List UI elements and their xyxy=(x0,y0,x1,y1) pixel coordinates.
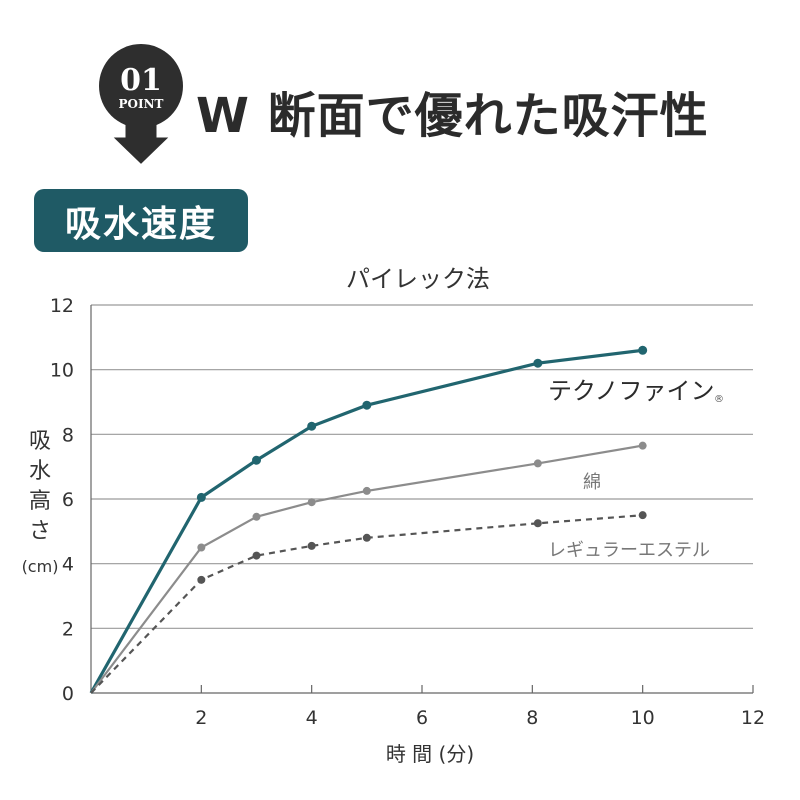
x-tick-label: 4 xyxy=(306,707,318,729)
data-point-s0-2 xyxy=(252,455,261,465)
y-tick-label: 12 xyxy=(50,295,74,317)
page-title: W 断面で優れた吸汗性 xyxy=(196,88,709,144)
chart-title: パイレック法 xyxy=(346,265,490,293)
data-point-s1-2 xyxy=(252,512,261,521)
series-line-1 xyxy=(90,444,643,694)
x-tick-label: 8 xyxy=(526,707,538,729)
x-tick-label: 10 xyxy=(631,707,655,729)
data-point-s2-1 xyxy=(197,575,206,584)
badge-circle xyxy=(99,44,183,128)
y-tick-label: 8 xyxy=(62,424,74,446)
data-point-s1-4 xyxy=(362,486,371,495)
data-point-s2-2 xyxy=(252,551,261,560)
data-point-s2-6 xyxy=(638,511,647,520)
data-point-s0-5 xyxy=(533,358,543,368)
series-label-cotton: 綿 xyxy=(583,472,601,493)
x-tick-label: 2 xyxy=(195,707,207,729)
x-tick-label: 12 xyxy=(741,707,765,729)
x-tick-label: 6 xyxy=(416,707,428,729)
badge-text: POINT xyxy=(119,97,164,111)
y-tick-label: 10 xyxy=(50,360,74,382)
data-point-s2-4 xyxy=(362,533,371,542)
data-point-s2-5 xyxy=(533,519,542,528)
y-axis-label-char: さ xyxy=(29,519,51,544)
data-point-s1-3 xyxy=(307,498,316,507)
data-point-s1-6 xyxy=(638,441,647,450)
data-point-s2-3 xyxy=(307,541,316,550)
y-axis-label-char: 高 xyxy=(29,489,51,514)
y-tick-label: 2 xyxy=(62,618,74,640)
x-axis-label: 時 間 (分) xyxy=(386,742,474,766)
data-point-s1-1 xyxy=(197,543,206,552)
y-tick-label: 4 xyxy=(62,554,74,576)
y-axis-label-char: 水 xyxy=(29,459,51,484)
data-point-s0-4 xyxy=(362,400,372,410)
badge-number: 01 xyxy=(120,63,162,98)
data-point-s0-3 xyxy=(307,421,317,431)
section-label: 吸水速度 xyxy=(34,189,248,252)
data-point-s0-1 xyxy=(196,492,206,502)
y-axis-label-char: 吸 xyxy=(29,429,51,454)
y-tick-label: 0 xyxy=(62,683,74,705)
y-tick-label: 6 xyxy=(62,489,74,511)
series-label-polyester: レギュラーエステル xyxy=(548,540,710,561)
registered-mark: ® xyxy=(714,394,724,405)
y-axis-unit: (cm) xyxy=(22,557,59,576)
data-point-s0-6 xyxy=(638,345,648,355)
point-badge: 01 POINT xyxy=(99,44,183,169)
data-point-s1-5 xyxy=(533,459,542,468)
series-label-main: テクノファイン xyxy=(548,377,715,405)
